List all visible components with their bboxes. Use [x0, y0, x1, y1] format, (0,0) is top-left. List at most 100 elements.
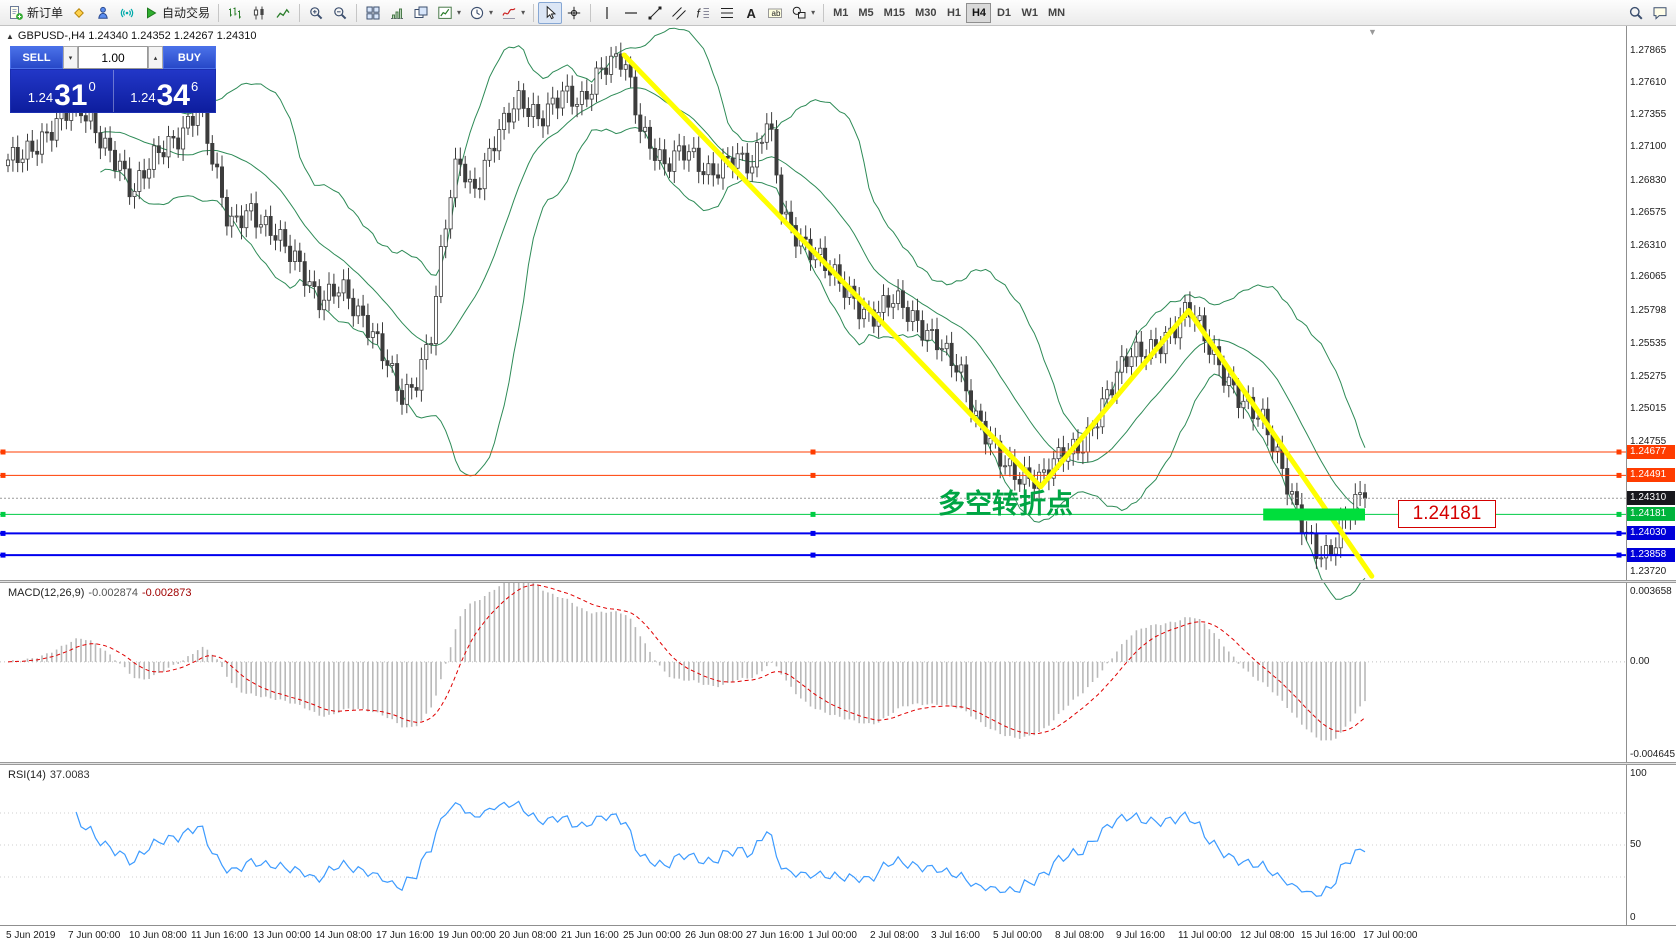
- price-axis[interactable]: 1.27865 1.27610 1.27355 1.27100 1.26830 1.265…: [1627, 26, 1676, 949]
- volume-input[interactable]: [78, 46, 148, 69]
- timeframe-h1-button[interactable]: H1: [946, 6, 961, 19]
- line-handle[interactable]: [810, 530, 816, 536]
- line-handle[interactable]: [0, 530, 6, 536]
- bollinger-band[interactable]: [100, 27, 1366, 448]
- sell-price[interactable]: 1.24 31 0: [11, 70, 113, 112]
- timeframe-m30-button[interactable]: M30: [915, 6, 937, 19]
- price-tag: 1.24491: [1627, 468, 1675, 482]
- trendline-1[interactable]: [621, 52, 1044, 490]
- autotrading-button[interactable]: 自动交易: [139, 2, 214, 24]
- candlestick-chart-button[interactable]: [247, 2, 271, 24]
- timeframe-h4-button[interactable]: H4: [966, 2, 992, 23]
- text-button[interactable]: A: [739, 2, 763, 24]
- macd-axis-label: 0.003658: [1630, 586, 1672, 597]
- price-tick: 1.27610: [1630, 77, 1667, 88]
- shapes-button[interactable]: ▾: [787, 2, 819, 24]
- price-tick: 1.27100: [1630, 141, 1667, 152]
- timeframe-m15-button[interactable]: M15: [883, 6, 906, 19]
- search-button[interactable]: [1624, 2, 1648, 24]
- line-handle[interactable]: [0, 472, 6, 478]
- zoom-in-button[interactable]: [304, 2, 328, 24]
- indicators-button[interactable]: ▾: [497, 2, 529, 24]
- label-icon: ab: [767, 5, 783, 21]
- buy-button[interactable]: BUY: [163, 46, 216, 69]
- fibonacci-button[interactable]: f: [691, 2, 715, 24]
- line-chart-button[interactable]: [271, 2, 295, 24]
- trendline-3[interactable]: [1186, 308, 1375, 579]
- highlight-bar[interactable]: [1263, 508, 1365, 521]
- periods-button[interactable]: ▾: [465, 2, 497, 24]
- line-handle[interactable]: [1616, 511, 1622, 517]
- levels-button[interactable]: [715, 2, 739, 24]
- signals-button[interactable]: [115, 2, 139, 24]
- line-handle[interactable]: [1616, 552, 1622, 558]
- timeframe-m1-button[interactable]: M1: [833, 6, 849, 19]
- rsi-axis-label: 50: [1630, 839, 1642, 850]
- oneclick-collapse-icon[interactable]: ▲: [6, 31, 14, 41]
- volume-increase-button[interactable]: ▴: [148, 46, 163, 69]
- time-label: 3 Jul 16:00: [931, 930, 980, 941]
- new-chart-button[interactable]: ▾: [433, 2, 465, 24]
- rsi-line: [75, 800, 1366, 897]
- pivot-annotation-text[interactable]: 多空转折点: [938, 489, 1073, 519]
- horizontal-line-button[interactable]: [619, 2, 643, 24]
- label-button[interactable]: ab: [763, 2, 787, 24]
- timeframe-m5-button[interactable]: M5: [858, 6, 874, 19]
- timeframe-d1-button[interactable]: D1: [996, 6, 1011, 19]
- new-order-button[interactable]: 新订单: [4, 2, 67, 24]
- window-separator[interactable]: [0, 762, 1676, 765]
- price-tag: 1.24310: [1627, 491, 1675, 505]
- vertical-line-button[interactable]: [595, 2, 619, 24]
- price-tag: 1.24677: [1627, 445, 1675, 459]
- zoom-out-button[interactable]: [328, 2, 352, 24]
- person-icon: [95, 5, 111, 21]
- window-separator[interactable]: [0, 580, 1676, 583]
- line-handle[interactable]: [810, 511, 816, 517]
- macd-axis-label: -0.004645: [1630, 749, 1676, 760]
- svg-text:f: f: [697, 6, 702, 20]
- time-axis[interactable]: 5 Jun 2019 7 Jun 00:00 10 Jun 08:00 11 Jun …: [0, 926, 1626, 949]
- line-handle[interactable]: [0, 552, 6, 558]
- time-label: 8 Jul 08:00: [1055, 930, 1104, 941]
- toolbar-separator: [823, 3, 825, 22]
- bollinger-band[interactable]: [100, 126, 1366, 600]
- line-handle[interactable]: [810, 552, 816, 558]
- time-label: 14 Jun 08:00: [314, 930, 372, 941]
- market-button[interactable]: [91, 2, 115, 24]
- time-label: 2 Jul 08:00: [870, 930, 919, 941]
- bar-chart-button[interactable]: [223, 2, 247, 24]
- metaeditor-button[interactable]: [67, 2, 91, 24]
- line-handle[interactable]: [810, 472, 816, 478]
- chart-shift-marker-icon[interactable]: ▼: [1368, 27, 1377, 37]
- line-handle[interactable]: [1616, 530, 1622, 536]
- auto-scroll-button[interactable]: [385, 2, 409, 24]
- cursor-icon: [542, 5, 558, 21]
- volume-decrease-button[interactable]: ▾: [63, 46, 78, 69]
- timeframe-w1-button[interactable]: W1: [1021, 6, 1038, 19]
- tile-windows-button[interactable]: [361, 2, 385, 24]
- chart-shift-button[interactable]: [409, 2, 433, 24]
- chat-button[interactable]: [1648, 2, 1672, 24]
- line-handle[interactable]: [1616, 472, 1622, 478]
- line-handle[interactable]: [810, 449, 816, 455]
- new-order-button-label: 新订单: [27, 6, 64, 20]
- time-label: 11 Jul 00:00: [1178, 930, 1232, 941]
- crosshair-button[interactable]: [562, 2, 586, 24]
- sell-button[interactable]: SELL: [10, 46, 63, 69]
- timeframe-mn-button[interactable]: MN: [1047, 6, 1066, 19]
- line-handle[interactable]: [0, 449, 6, 455]
- cursor-button[interactable]: [538, 1, 563, 24]
- line-handle[interactable]: [1616, 449, 1622, 455]
- price-axis-border: [1626, 26, 1627, 925]
- buy-price[interactable]: 1.24 34 6: [114, 70, 216, 112]
- indicator-icon: [501, 5, 517, 21]
- trendline-button[interactable]: [643, 2, 667, 24]
- trade-panel-prices: 1.24 31 0 1.24 34 6: [10, 69, 216, 113]
- price-tick: 1.26575: [1630, 207, 1667, 218]
- trendline-2[interactable]: [1038, 308, 1192, 490]
- channel-button[interactable]: [667, 2, 691, 24]
- price-note-box[interactable]: 1.24181: [1398, 500, 1496, 528]
- line-handle[interactable]: [0, 511, 6, 517]
